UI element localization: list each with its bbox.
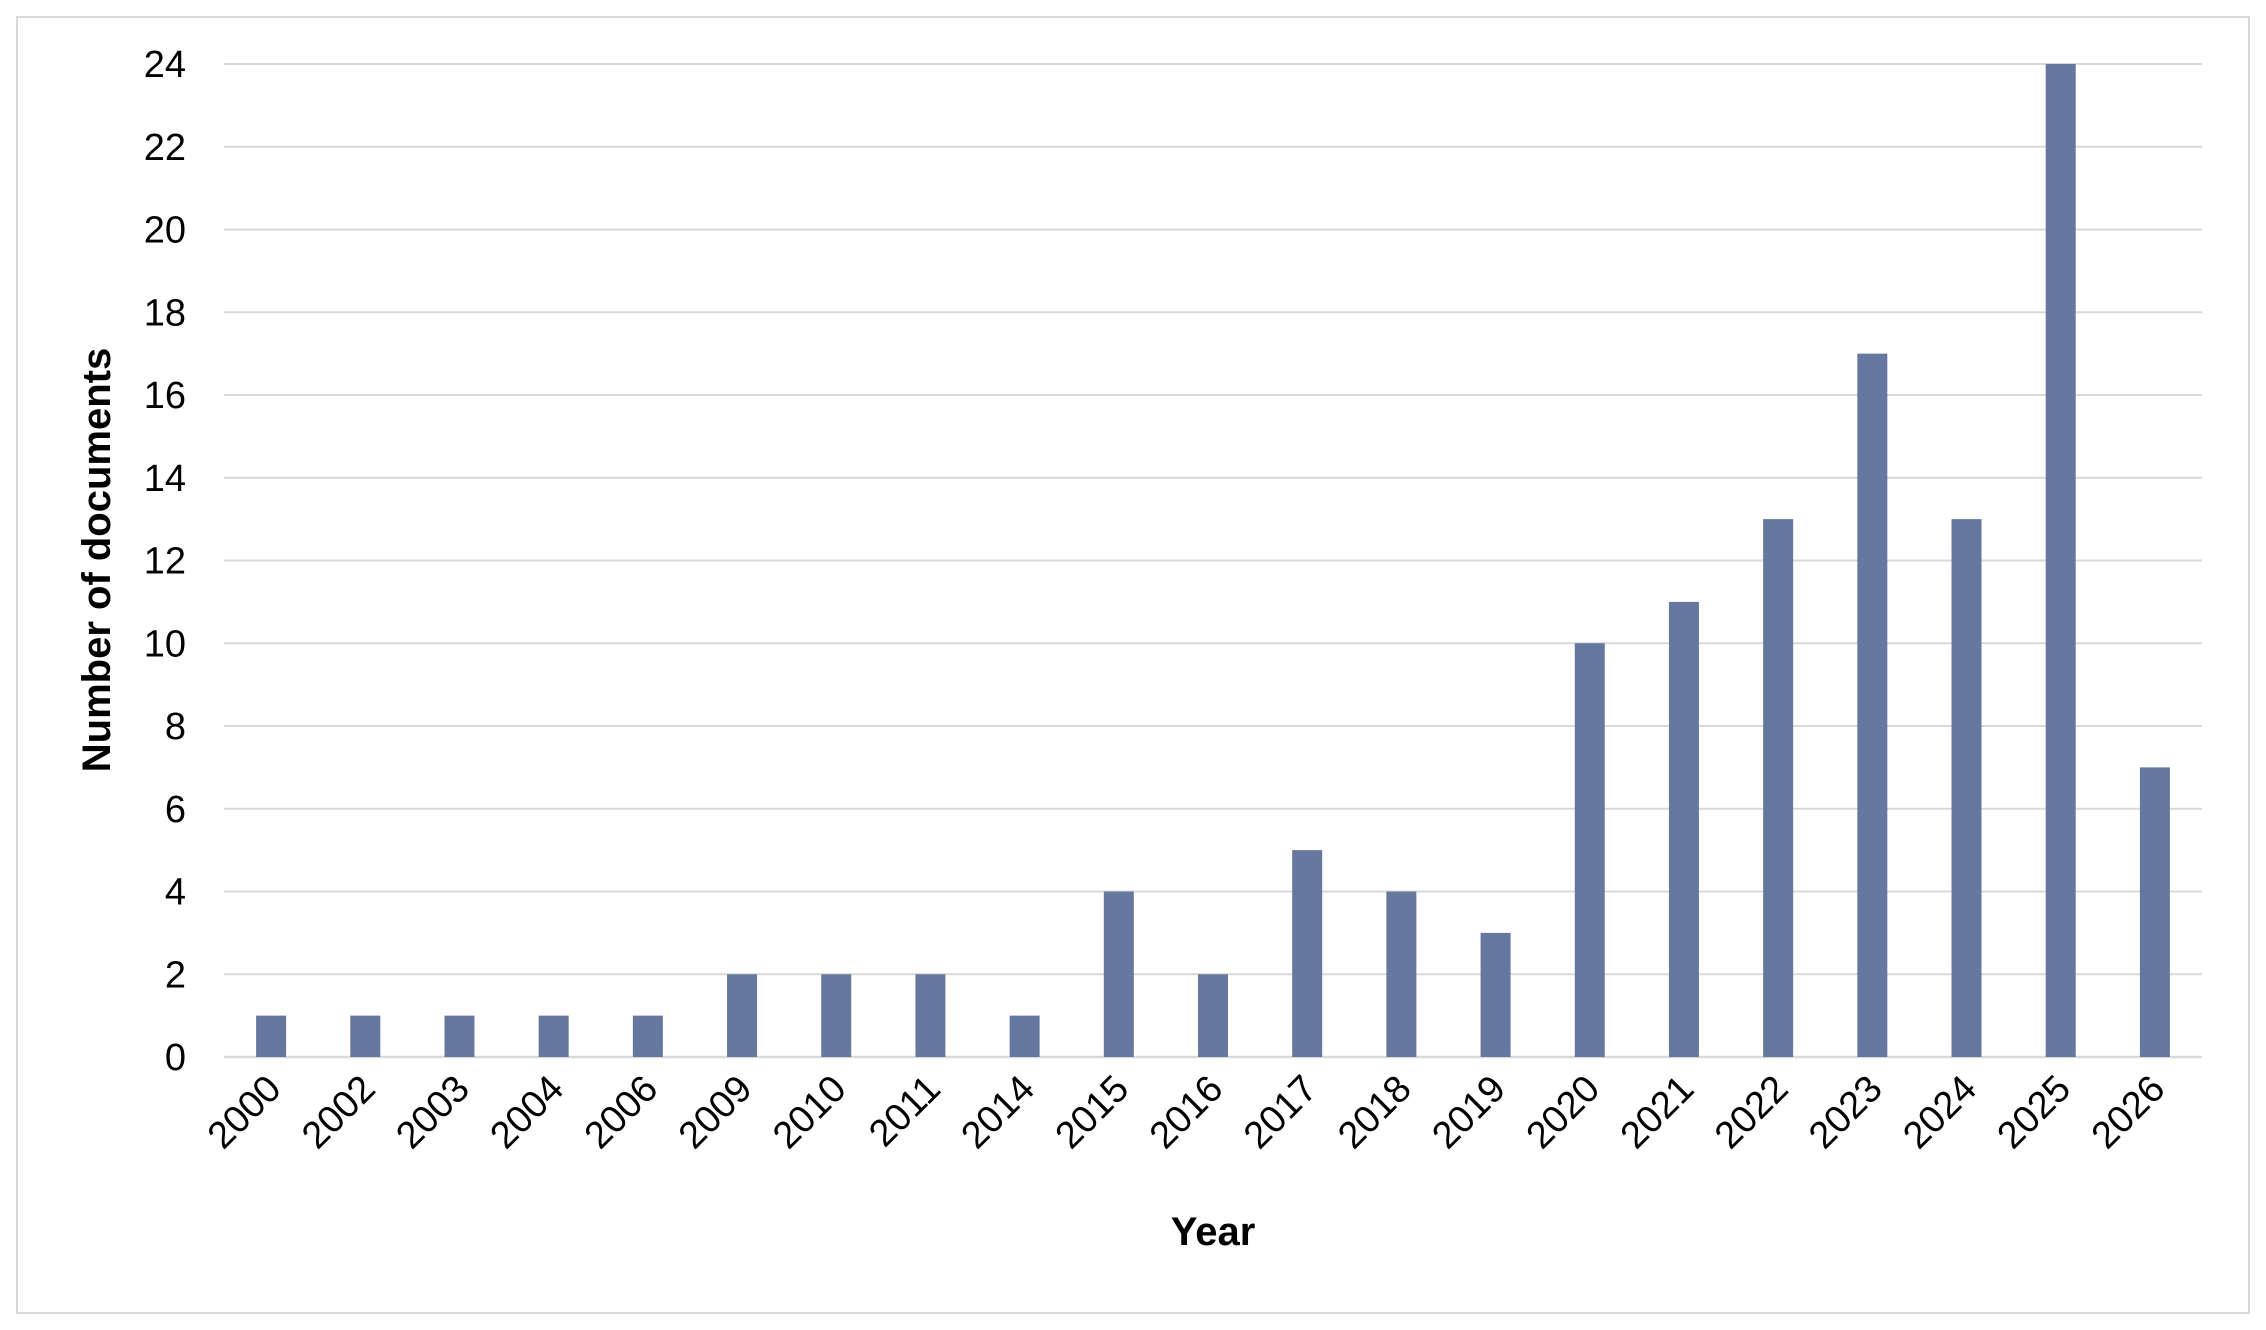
bar-2019 <box>1480 932 1511 1057</box>
bar-2011 <box>915 974 946 1057</box>
y-tick-label: 8 <box>165 706 186 748</box>
x-tick-label: 2025 <box>1990 1068 2079 1157</box>
y-tick-label: 2 <box>165 954 186 996</box>
y-axis-title: Number of documents <box>75 348 119 772</box>
x-tick-label: 2020 <box>1519 1068 1608 1157</box>
y-tick-label: 16 <box>144 375 186 417</box>
bar-2020 <box>1574 643 1605 1057</box>
bar-2002 <box>350 1015 381 1057</box>
y-tick-label: 14 <box>144 458 186 500</box>
x-tick-label: 2006 <box>577 1068 666 1157</box>
bar-2000 <box>256 1015 287 1057</box>
x-tick-label: 2011 <box>861 1068 948 1155</box>
x-tick-label: 2002 <box>294 1068 383 1157</box>
bar-2009 <box>727 974 758 1057</box>
bar-2010 <box>821 974 852 1057</box>
x-tick-label: 2024 <box>1895 1068 1984 1157</box>
x-tick-label: 2009 <box>671 1068 760 1157</box>
x-tick-label: 2022 <box>1707 1068 1796 1157</box>
x-tick-label: 2019 <box>1424 1068 1513 1157</box>
bar-2024 <box>1951 519 1982 1057</box>
bars <box>256 64 2170 1057</box>
y-tick-label: 6 <box>165 789 186 831</box>
bar-2018 <box>1386 891 1417 1057</box>
bar-2003 <box>444 1015 475 1057</box>
x-tick-label: 2004 <box>483 1068 572 1157</box>
bar-2006 <box>632 1015 663 1057</box>
bar-2022 <box>1763 519 1794 1057</box>
x-tick-label: 2010 <box>765 1068 854 1157</box>
y-tick-label: 4 <box>165 872 186 914</box>
x-tick-labels: 2000 2002 2003 2004 2006 2009 2010 2011 2014 2015… <box>200 1068 2173 1157</box>
bar-2025 <box>2045 64 2076 1057</box>
y-tick-label: 24 <box>144 44 186 86</box>
bar-2014 <box>1009 1015 1040 1057</box>
bar-2026 <box>2139 767 2170 1057</box>
y-tick-label: 0 <box>165 1037 186 1079</box>
x-tick-label: 2021 <box>1613 1068 1702 1157</box>
bar-2016 <box>1198 974 1228 1057</box>
x-axis-title: Year <box>1171 1210 1256 1254</box>
x-tick-label: 2026 <box>2084 1068 2173 1157</box>
y-tick-label: 18 <box>144 292 186 334</box>
x-tick-label: 2023 <box>1801 1068 1890 1157</box>
bar-2004 <box>538 1015 569 1057</box>
y-tick-label: 10 <box>144 623 186 665</box>
bar-2023 <box>1857 353 1888 1057</box>
x-tick-label: 2018 <box>1330 1068 1419 1157</box>
x-tick-label: 2017 <box>1236 1068 1325 1157</box>
bar-2015 <box>1103 891 1134 1057</box>
gridlines <box>224 63 2202 1059</box>
bar-2017 <box>1292 850 1323 1057</box>
y-tick-label: 22 <box>144 127 186 169</box>
x-tick-label: 2015 <box>1048 1068 1137 1157</box>
x-tick-label: 2000 <box>200 1068 289 1157</box>
x-tick-label: 2003 <box>388 1068 477 1157</box>
y-tick-label: 12 <box>144 541 186 583</box>
x-tick-label: 2014 <box>954 1068 1043 1157</box>
bar-2021 <box>1668 601 1699 1057</box>
y-tick-label: 20 <box>144 210 186 252</box>
x-tick-label: 2016 <box>1142 1068 1231 1157</box>
